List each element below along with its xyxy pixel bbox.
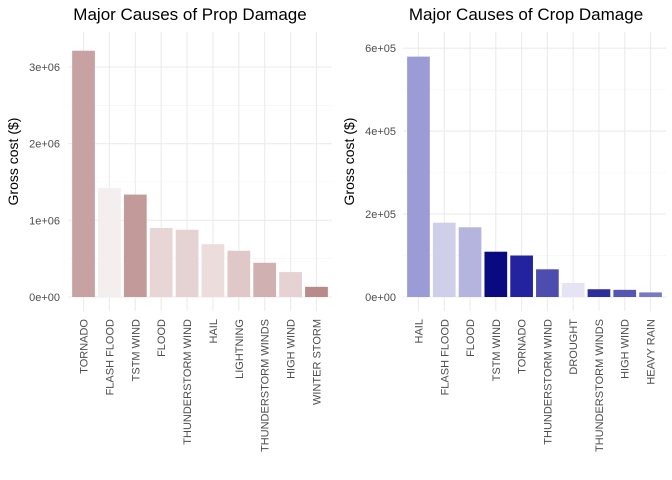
x-tick-label: LIGHTNING [234, 319, 246, 379]
x-tick-label: THUNDERSTORM WINDS [594, 319, 606, 452]
y-tick-label: 6e+05 [365, 43, 396, 55]
x-tick-label: TSTM WIND [491, 319, 503, 381]
x-tick-label: THUNDERSTORM WINDS [260, 319, 272, 452]
bar-winter-storm [305, 286, 328, 297]
bar-high-wind [613, 289, 637, 297]
x-tick-label: TORNADO [517, 319, 529, 374]
bar-tstm-wind [484, 251, 508, 297]
bar-heavy-rain [639, 292, 662, 297]
y-tick-label: 0e+00 [365, 292, 396, 304]
y-axis-label: Gross cost ($) [341, 118, 357, 206]
crop-damage-chart: 0e+00 2e+05 4e+05 6e+05 HAIL FLASH FLOOD FLOOD… [341, 5, 666, 452]
y-tick-label: 4e+05 [365, 126, 396, 138]
bar-tornado [510, 255, 533, 297]
x-tick-label: WINTER STORM [311, 319, 323, 405]
bar-thunderstorm-wind [536, 269, 559, 297]
bar-flood [149, 228, 173, 297]
x-tick-label: HEAVY RAIN [646, 319, 658, 385]
y-tick-label: 1e+06 [29, 215, 60, 227]
bar-drought [561, 282, 585, 297]
bar-thunderstorm-winds [253, 262, 277, 297]
prop-damage-chart: 0e+00 1e+06 2e+06 3e+06 TORNADO FLASH FLOOD TS… [5, 5, 332, 452]
bar-tstm-wind [123, 194, 147, 297]
bar-lightning [227, 250, 251, 297]
y-tick-label: 3e+06 [29, 62, 60, 74]
x-tick-label: THUNDERSTORM WIND [542, 319, 554, 445]
bar-thunderstorm-winds [587, 289, 611, 297]
x-tick-label: HAIL [413, 319, 425, 343]
x-tick-label: HIGH WIND [286, 319, 298, 379]
x-tick-label: HIGH WIND [620, 319, 632, 379]
x-tick-label: TSTM WIND [130, 319, 142, 381]
y-tick-label: 2e+05 [365, 209, 396, 221]
bar-thunderstorm-wind [175, 229, 199, 297]
x-tick-label: FLOOD [156, 319, 168, 357]
chart-title: Major Causes of Prop Damage [73, 5, 306, 24]
bar-flash-flood [432, 222, 456, 297]
x-tick-label: DROUGHT [568, 319, 580, 375]
x-tick-label: FLASH FLOOD [104, 319, 116, 395]
y-tick-label: 0e+00 [29, 292, 60, 304]
x-tick-label: TORNADO [79, 319, 91, 374]
y-tick-label: 2e+06 [29, 139, 60, 151]
bar-flash-flood [98, 188, 121, 297]
x-tick-label: THUNDERSTORM WIND [182, 319, 194, 445]
bar-hail [407, 56, 430, 297]
chart-title: Major Causes of Crop Damage [409, 5, 643, 24]
bar-hail [201, 244, 225, 297]
bar-tornado [72, 50, 95, 298]
x-tick-label: HAIL [208, 319, 220, 343]
bar-high-wind [279, 272, 302, 297]
x-tick-label: FLOOD [465, 319, 477, 357]
x-tick-label: FLASH FLOOD [439, 319, 451, 395]
bar-flood [458, 227, 482, 297]
y-axis-label: Gross cost ($) [5, 118, 21, 206]
